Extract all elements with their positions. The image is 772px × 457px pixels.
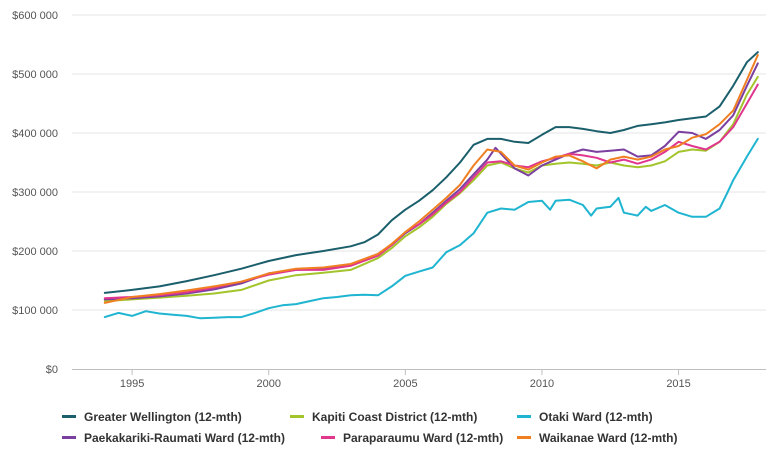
y-tick-label: $600 000 bbox=[12, 10, 58, 22]
x-axis: 1995 2000 2005 2010 2015 bbox=[120, 369, 691, 390]
series-line bbox=[103, 51, 759, 294]
y-axis: $0 $100 000 $200 000 $300 000 $400 000 $500 0… bbox=[12, 10, 58, 376]
legend-swatch bbox=[290, 415, 304, 418]
y-tick-label: $400 000 bbox=[12, 128, 58, 140]
y-tick-label: $200 000 bbox=[12, 246, 58, 258]
legend-swatch bbox=[321, 436, 335, 439]
x-tick-label: 2015 bbox=[666, 378, 690, 390]
legend-item-waikanae-ward[interactable]: Waikanae Ward (12-mth) bbox=[517, 431, 677, 445]
legend-swatch bbox=[517, 415, 531, 418]
legend-row: Paekakariki-Raumati Ward (12-mth) Parapa… bbox=[62, 427, 762, 448]
legend-label: Paekakariki-Raumati Ward (12-mth) bbox=[84, 430, 285, 445]
legend-item-paraparaumu-ward[interactable]: Paraparaumu Ward (12-mth) bbox=[321, 431, 517, 445]
y-tick-label: $500 000 bbox=[12, 69, 58, 81]
legend-row: Greater Wellington (12-mth) Kapiti Coast… bbox=[62, 406, 762, 427]
x-tick-label: 2000 bbox=[256, 378, 280, 390]
legend-label: Waikanae Ward (12-mth) bbox=[539, 430, 678, 445]
y-tick-label: $300 000 bbox=[12, 187, 58, 199]
series-line bbox=[103, 54, 759, 304]
line-chart: $0 $100 000 $200 000 $300 000 $400 000 $500 0… bbox=[12, 10, 766, 390]
x-tick-label: 2010 bbox=[530, 378, 554, 390]
series-line bbox=[103, 62, 759, 301]
legend-label: Greater Wellington (12-mth) bbox=[84, 409, 242, 424]
legend-item-paekakariki-raumati-ward[interactable]: Paekakariki-Raumati Ward (12-mth) bbox=[62, 431, 321, 445]
legend-label: Otaki Ward (12-mth) bbox=[539, 409, 653, 424]
legend-label: Paraparaumu Ward (12-mth) bbox=[343, 430, 504, 445]
series-line bbox=[103, 137, 759, 320]
x-tick-label: 1995 bbox=[120, 378, 144, 390]
series-lines bbox=[103, 51, 759, 320]
legend-item-greater-wellington[interactable]: Greater Wellington (12-mth) bbox=[62, 410, 290, 424]
legend: Greater Wellington (12-mth) Kapiti Coast… bbox=[62, 406, 762, 448]
y-tick-label: $0 bbox=[46, 364, 58, 376]
series-line bbox=[103, 83, 759, 300]
series-line bbox=[103, 75, 759, 303]
y-tick-label: $100 000 bbox=[12, 305, 58, 317]
legend-label: Kapiti Coast District (12-mth) bbox=[312, 409, 478, 424]
legend-swatch bbox=[62, 436, 76, 439]
grid-lines bbox=[72, 14, 766, 311]
legend-swatch bbox=[62, 415, 76, 418]
legend-item-otaki-ward[interactable]: Otaki Ward (12-mth) bbox=[517, 410, 653, 424]
legend-item-kapiti-coast-district[interactable]: Kapiti Coast District (12-mth) bbox=[290, 410, 517, 424]
legend-swatch bbox=[517, 436, 531, 439]
x-tick-label: 2005 bbox=[393, 378, 417, 390]
